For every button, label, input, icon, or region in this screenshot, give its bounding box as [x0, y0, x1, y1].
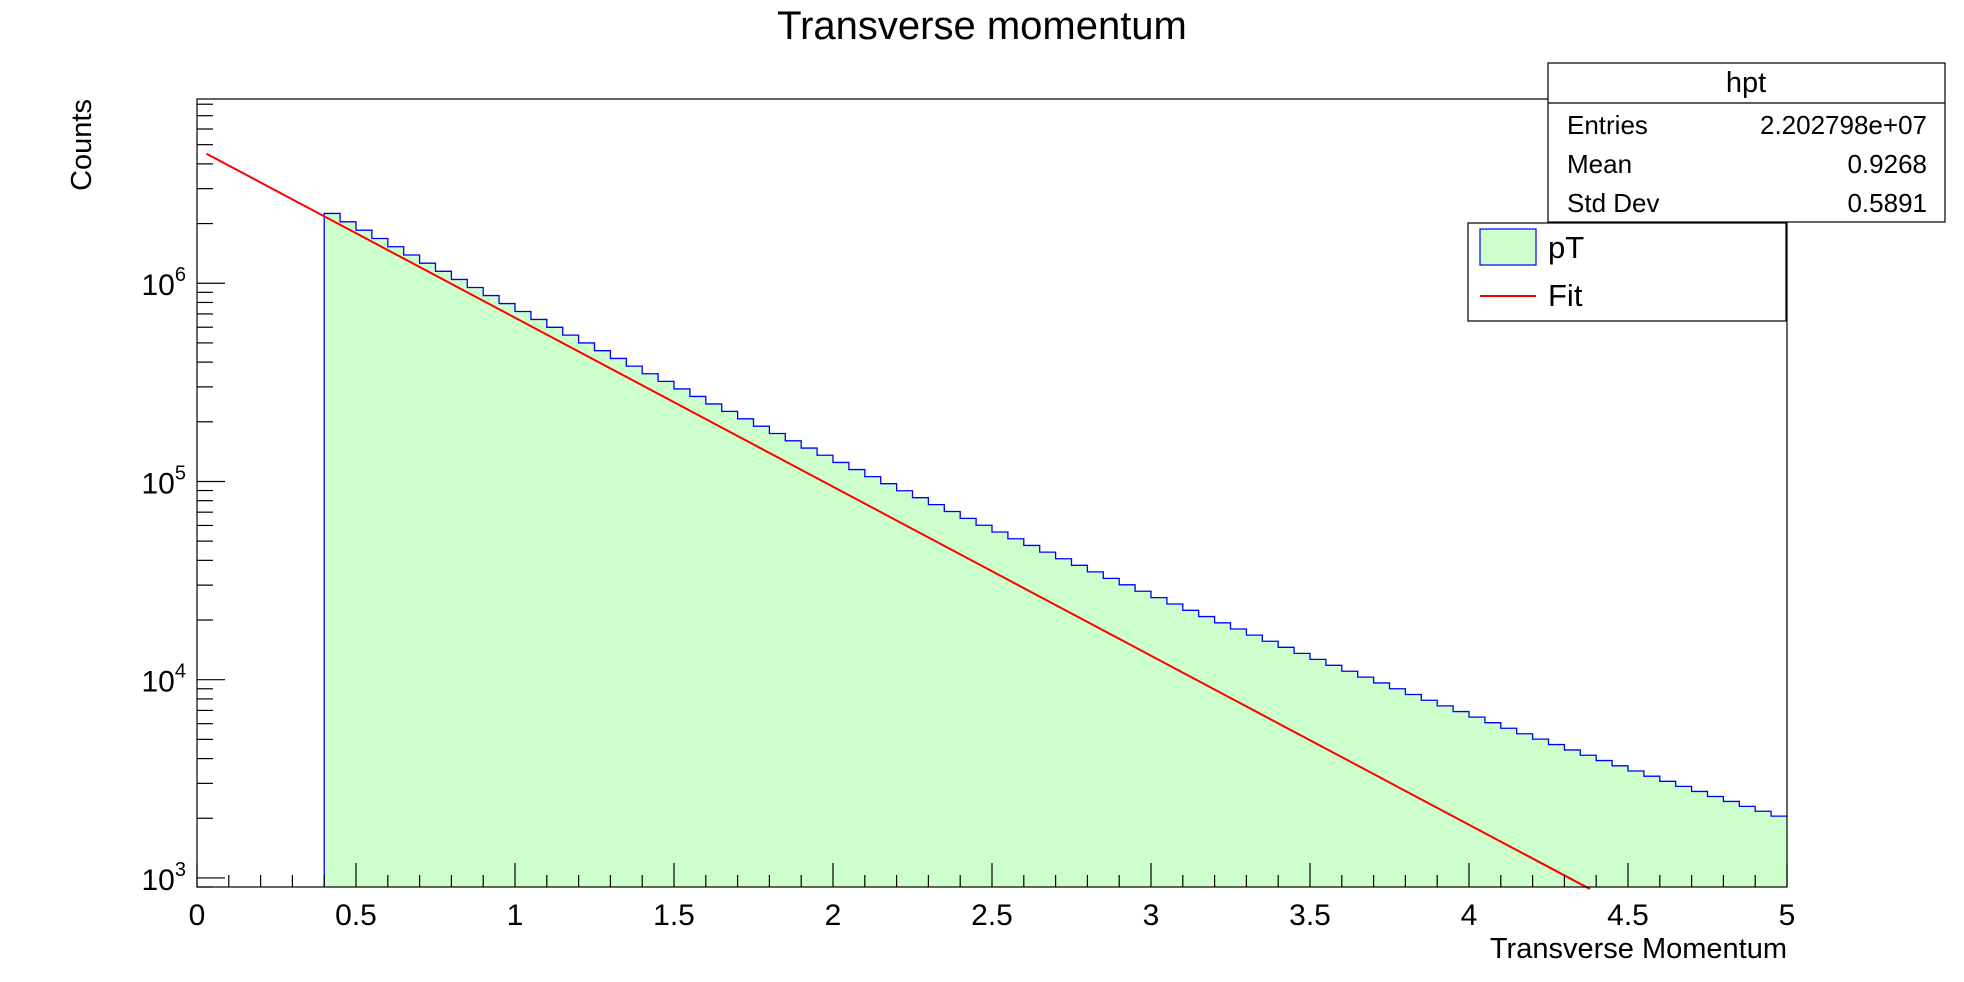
stats-stddev-label: Std Dev [1567, 188, 1660, 218]
y-axis-label: Counts [66, 99, 98, 191]
stats-entries-value: 2.202798e+07 [1760, 110, 1927, 140]
x-axis: 0 0.5 1 1.5 2 2.5 3 3.5 4 4.5 5 [189, 863, 1796, 932]
stats-mean-value: 0.9268 [1847, 149, 1927, 179]
stats-box: hpt Entries 2.202798e+07 Mean 0.9268 Std… [1547, 62, 1946, 223]
legend: pT Fit [1467, 222, 1787, 322]
x-axis-label: Transverse Momentum [1490, 933, 1787, 965]
x-tick-label: 4.5 [1607, 899, 1649, 932]
legend-label-pT: pT [1548, 230, 1584, 265]
x-tick-label: 3 [1143, 899, 1160, 932]
x-tick-label: 3.5 [1289, 899, 1331, 932]
x-tick-label: 2 [825, 899, 842, 932]
x-tick-label: 0.5 [335, 899, 377, 932]
histogram-fill [324, 213, 1788, 888]
fit-line [206, 152, 1591, 890]
x-tick-label: 2.5 [971, 899, 1013, 932]
x-tick-label: 1.5 [653, 899, 695, 932]
plot-area [206, 152, 1788, 890]
x-tick-label: 0 [189, 899, 206, 932]
histogram-outline [323, 212, 1787, 887]
x-tick-label: 1 [507, 899, 524, 932]
stats-title: hpt [1726, 67, 1766, 99]
legend-label-fit: Fit [1548, 278, 1583, 313]
x-tick-label: 5 [1779, 899, 1796, 932]
stats-entries-label: Entries [1567, 110, 1648, 140]
stats-stddev-value: 0.5891 [1847, 188, 1927, 218]
stats-mean-label: Mean [1567, 149, 1632, 179]
stats-box-frame [1547, 62, 1946, 223]
chart-title: Transverse momentum [777, 4, 1187, 48]
x-tick-label: 4 [1461, 899, 1478, 932]
legend-swatch-pT [1479, 228, 1537, 266]
